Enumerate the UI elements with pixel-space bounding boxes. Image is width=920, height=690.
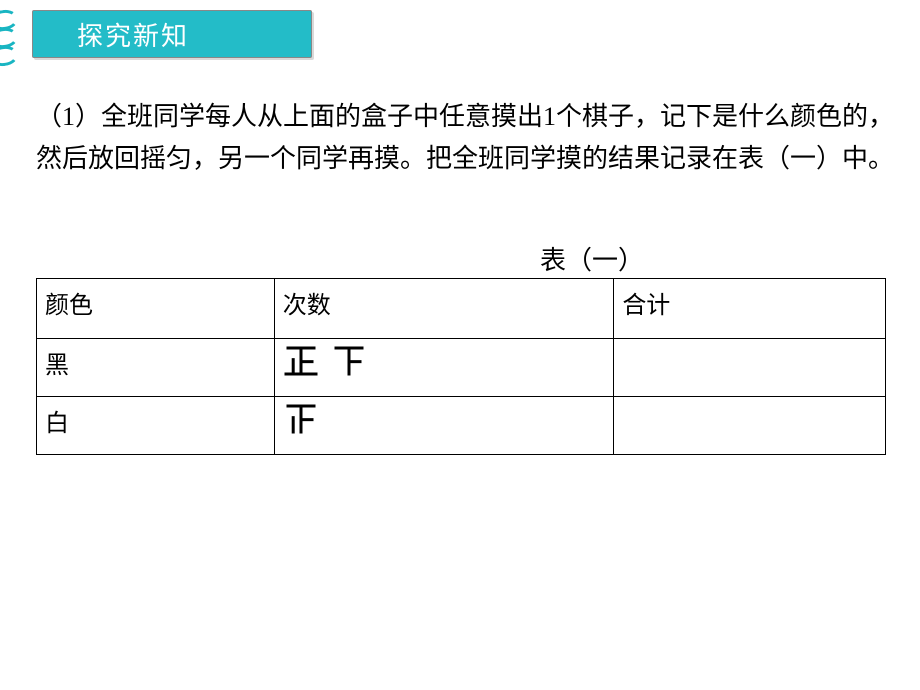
table-row: 白 [37,397,886,455]
row-tally-cell [274,397,614,455]
row-total [614,397,886,455]
instruction-text: （1）全班同学每人从上面的盒子中任意摸出1个棋子，记下是什么颜色的，然后放回摇匀… [36,96,896,180]
table-header-row: 颜色 次数 合计 [37,279,886,339]
header-count: 次数 [274,279,614,339]
binder-ring [0,44,19,68]
row-tally-cell [274,339,614,397]
table-row: 黑 [37,339,886,397]
tally-marks [283,403,606,435]
row-color-label: 黑 [37,339,275,397]
header-total: 合计 [614,279,886,339]
row-total [614,339,886,397]
header-color: 颜色 [37,279,275,339]
section-header: 探究新知 [32,10,312,58]
tally-table: 颜色 次数 合计 黑 白 [36,278,886,455]
row-color-label: 白 [37,397,275,455]
tally-marks [283,345,606,377]
table-caption: 表（一） [540,240,644,277]
spiral-binding [0,10,30,64]
section-title: 探究新知 [77,16,189,53]
